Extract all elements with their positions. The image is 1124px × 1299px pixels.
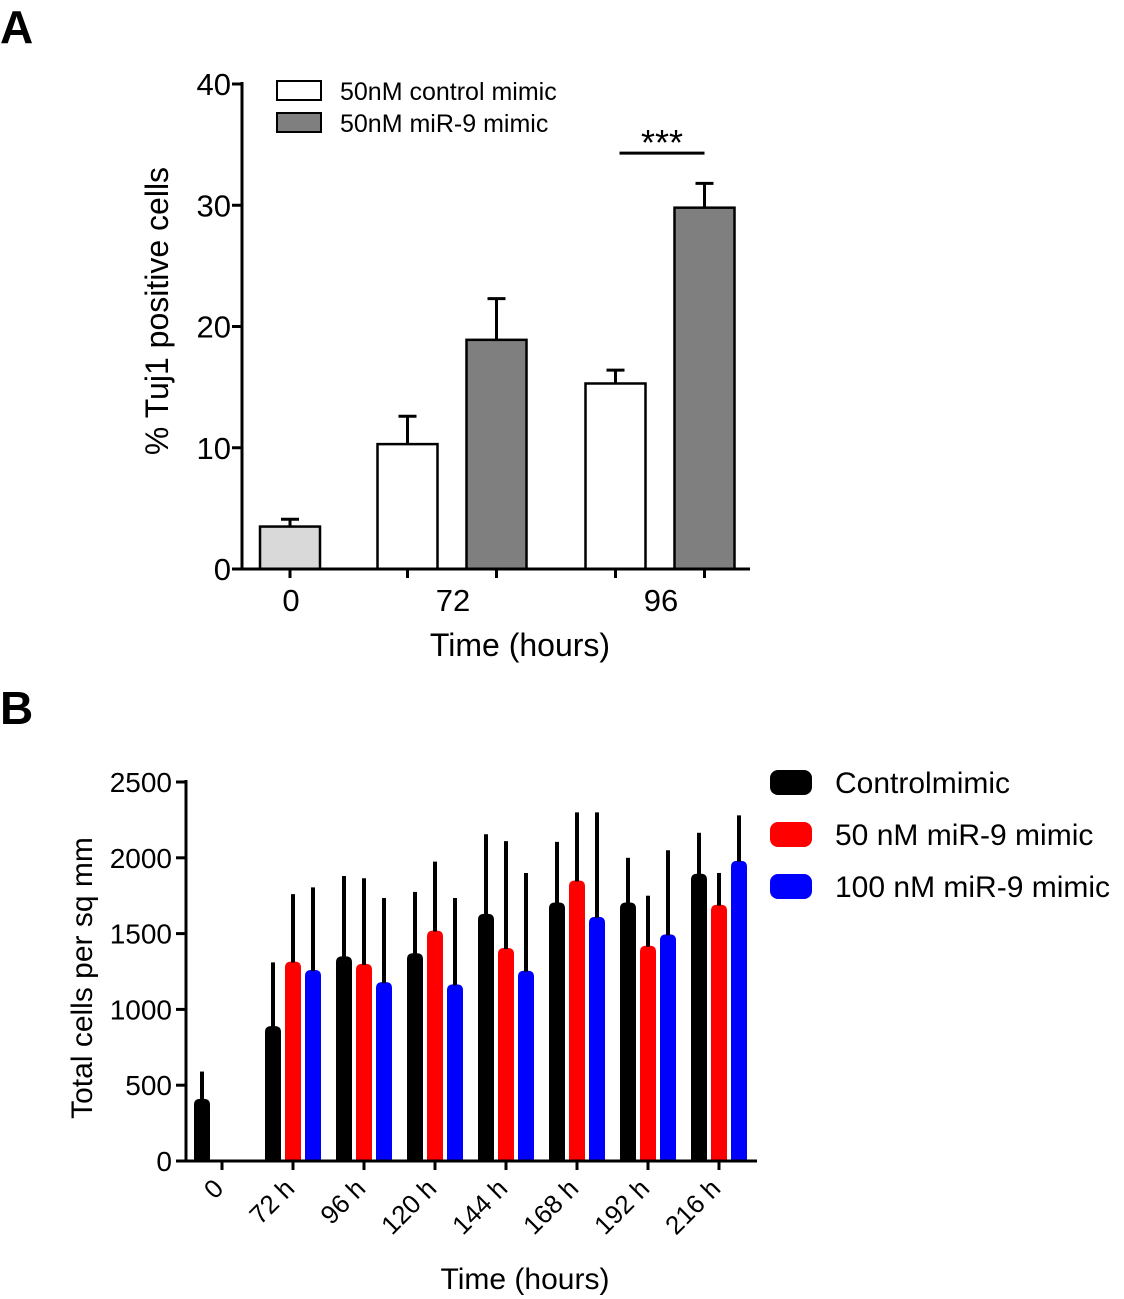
panel-b-legend-label-100-nm-mir-9-mimic: 100 nM miR-9 mimic [835,871,1110,904]
panel-b-x-tick-label: 120 h [375,1173,442,1240]
panel-a-y-tick-label: 40 [197,67,231,102]
panel-b-legend-label-50-nm-mir-9-mimic: 50 nM miR-9 mimic [835,819,1093,852]
panel-b-y-tick-label: 2500 [110,767,172,798]
panel-a-y-tick-label: 20 [197,310,231,345]
panel-b-bar-100-nm-mir-9-mimic-216-h [731,860,747,1161]
panel-b-bar-controlmimic-96-h [336,956,352,1161]
panel-a-bar-50nm-mir-9-mimic-96 [673,206,736,571]
panel-b-legend-swatch-controlmimic [770,770,812,795]
panel-b-label: B [0,682,33,734]
panel-b-y-tick-label: 0 [156,1146,172,1177]
panel-b-bar-controlmimic-144-h [478,913,494,1161]
panel-b-bar-100-nm-mir-9-mimic-96-h [376,982,392,1161]
panel-a-y-tick-label: 30 [197,188,231,223]
panel-b-legend-swatch-50-nm-mir-9-mimic [770,822,812,847]
panel-b-y-tick-label: 2000 [110,843,172,874]
panel-b-bar-50-nm-mir-9-mimic-168-h [569,880,585,1161]
panel-b-bar-controlmimic-216-h [691,873,707,1161]
panel-b-bar-50-nm-mir-9-mimic-96-h [356,963,372,1161]
panel-b-legend-label-controlmimic: Controlmimic [835,767,1010,800]
panel-b-bar-50-nm-mir-9-mimic-72-h [285,961,301,1161]
panel-a-y-axis-title: % Tuj1 positive cells [139,167,175,455]
panel-b-bar-controlmimic-0 [194,1098,210,1161]
panel-b-bar-100-nm-mir-9-mimic-192-h [660,934,676,1161]
panel-a-label: A [0,1,33,53]
panel-b-x-tick-label: 216 h [659,1173,726,1240]
panel-b-bar-100-nm-mir-9-mimic-144-h [518,970,534,1161]
panel-a-bar-50nm-control-mimic-72 [376,442,439,571]
panel-b-bar-100-nm-mir-9-mimic-120-h [447,984,463,1161]
panel-b-bar-50-nm-mir-9-mimic-192-h [640,945,656,1161]
panel-b-x-axis-title: Time (hours) [441,1263,610,1296]
panel-b-y-axis-title: Total cells per sq mm [66,837,99,1119]
panel-b-x-tick-label: 0 [198,1173,229,1204]
panel-a-y-tick-label: 0 [214,552,231,587]
panel-b-bar-controlmimic-192-h [620,902,636,1161]
panel-a-bar-50nm-mir-9-mimic-72 [465,338,528,571]
panel-a-significance-label: *** [641,122,683,163]
panel-b-bar-50-nm-mir-9-mimic-216-h [711,904,727,1161]
panel-b-legend-swatch-100-nm-mir-9-mimic [770,874,812,899]
panel-b-y-tick-label: 1000 [110,994,172,1025]
panel-a-plot: 0 10 20 30 40 0 72 96 50nM control mimic 50nM miR… [197,67,750,618]
panel-a-y-tick-label: 10 [197,431,231,466]
panel-a-x-tick-label: 96 [644,583,678,618]
panel-b-bar-50-nm-mir-9-mimic-144-h [498,948,514,1161]
panel-a-legend-label-50nm-control-mimic: 50nM control mimic [340,78,557,106]
panel-b-x-tick-label: 144 h [446,1173,513,1240]
panel-b-x-tick-label: 96 h [314,1173,371,1230]
panel-a-legend-label-50nm-mir-9-mimic: 50nM miR-9 mimic [340,110,548,138]
panel-b: B Total cells per sq mm Time (hours) 0 50… [0,682,1110,1296]
panel-b-y-tick-label: 1500 [110,919,172,950]
panel-b-bar-100-nm-mir-9-mimic-168-h [589,916,605,1161]
panel-a-x-tick-label: 72 [436,583,470,618]
panel-a-bar-baseline-0 [258,525,322,571]
panel-a: A % Tuj1 positive cells Time (hours) 0 10… [0,1,750,663]
panel-a-bar-50nm-control-mimic-96 [584,382,647,571]
panel-b-bar-controlmimic-120-h [407,953,423,1161]
panel-b-bar-50-nm-mir-9-mimic-120-h [427,930,443,1161]
panel-b-bar-100-nm-mir-9-mimic-72-h [305,969,321,1161]
panel-a-legend-swatch-50nm-control-mimic [276,80,322,101]
panel-b-bar-controlmimic-72-h [265,1026,281,1161]
panel-a-x-axis-title: Time (hours) [430,627,610,663]
panel-b-x-tick-label: 192 h [588,1173,655,1240]
panel-b-bar-controlmimic-168-h [549,902,565,1161]
panel-a-x-tick-label: 0 [282,583,299,618]
panel-b-x-tick-label: 168 h [517,1173,584,1240]
panel-a-legend-swatch-50nm-mir-9-mimic [276,112,322,133]
panel-b-x-tick-label: 72 h [243,1173,300,1230]
panel-b-y-tick-label: 500 [125,1070,172,1101]
